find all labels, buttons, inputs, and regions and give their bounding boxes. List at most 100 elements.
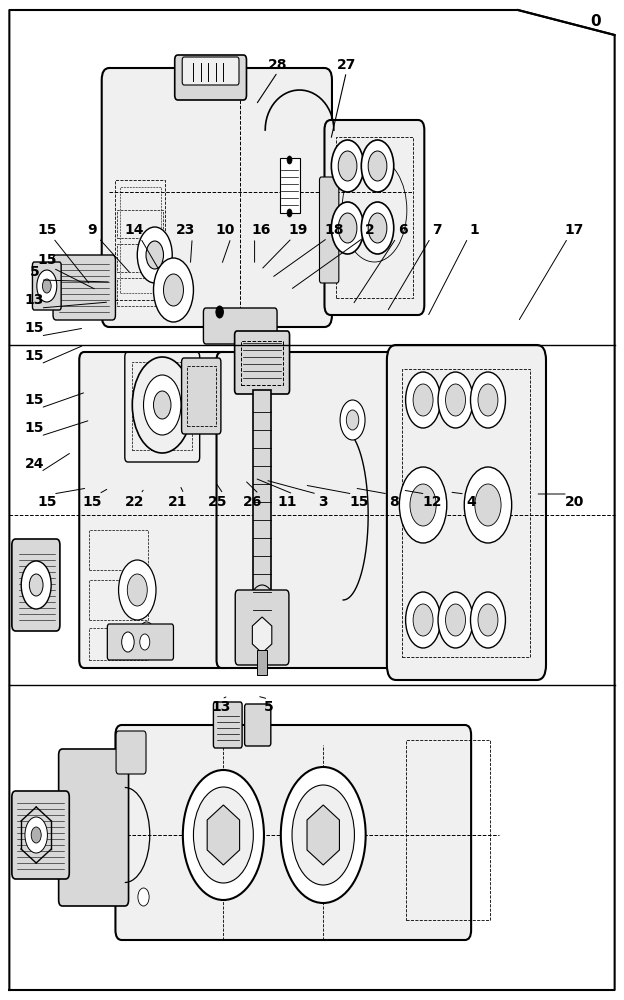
Text: 26: 26 [243,495,263,509]
FancyBboxPatch shape [59,749,129,906]
Circle shape [413,604,433,636]
Bar [406,740,490,920]
Circle shape [470,372,505,428]
Circle shape [438,372,473,428]
Circle shape [346,410,359,430]
Bar [336,137,413,298]
Bar [257,650,267,675]
Bar [89,580,148,620]
FancyBboxPatch shape [217,352,392,668]
Text: 5: 5 [29,265,39,279]
Circle shape [438,592,473,648]
Text: 8: 8 [389,495,399,509]
Text: 23: 23 [176,223,196,237]
Text: 28: 28 [268,58,288,72]
Text: 11: 11 [277,495,297,509]
Text: 19: 19 [288,223,308,237]
Text: 27: 27 [336,58,356,72]
Text: 15: 15 [24,421,44,435]
Text: 10: 10 [215,223,235,237]
Circle shape [122,632,134,652]
Bar [117,210,163,238]
Text: 9: 9 [87,223,97,237]
Text: 2: 2 [364,223,374,237]
Circle shape [399,467,447,543]
Circle shape [478,604,498,636]
Text: 6: 6 [397,223,407,237]
Text: 1: 1 [469,223,479,237]
Text: 12: 12 [422,495,442,509]
Text: 21: 21 [168,495,188,509]
Polygon shape [252,617,272,653]
FancyBboxPatch shape [182,358,221,434]
FancyBboxPatch shape [79,352,230,668]
FancyBboxPatch shape [245,704,271,746]
Circle shape [127,574,147,606]
Circle shape [146,241,163,269]
Circle shape [144,375,181,435]
Circle shape [368,151,387,181]
Text: 15: 15 [37,223,57,237]
Text: 15: 15 [37,495,57,509]
FancyBboxPatch shape [246,609,278,653]
FancyBboxPatch shape [319,177,339,283]
Text: 15: 15 [37,253,57,267]
Circle shape [287,156,292,164]
Circle shape [42,279,51,293]
Text: 25: 25 [207,495,227,509]
FancyBboxPatch shape [12,539,60,631]
Circle shape [410,484,436,526]
Circle shape [29,574,43,596]
Bar [89,628,148,660]
Circle shape [216,306,223,318]
FancyBboxPatch shape [324,120,424,315]
Circle shape [31,827,41,843]
FancyBboxPatch shape [213,702,242,748]
Circle shape [25,817,47,853]
FancyBboxPatch shape [387,345,546,680]
FancyBboxPatch shape [107,624,173,660]
Bar [280,158,300,213]
Text: 7: 7 [432,223,442,237]
Bar [402,369,530,657]
Text: 18: 18 [324,223,344,237]
FancyBboxPatch shape [203,308,277,344]
Bar [241,341,283,385]
Circle shape [470,592,505,648]
Circle shape [361,140,394,192]
Text: 4: 4 [466,495,476,509]
Circle shape [338,151,357,181]
Text: 3: 3 [318,495,328,509]
Circle shape [154,258,193,322]
FancyBboxPatch shape [182,57,239,85]
Circle shape [464,467,512,543]
Circle shape [183,770,264,900]
Polygon shape [307,805,339,865]
Circle shape [132,357,192,453]
Text: 22: 22 [124,495,144,509]
Circle shape [478,384,498,416]
FancyBboxPatch shape [116,731,146,774]
Circle shape [338,213,357,243]
FancyBboxPatch shape [53,255,115,320]
Circle shape [138,888,149,906]
Text: 13: 13 [212,700,232,714]
Bar [132,362,192,450]
Circle shape [163,274,183,306]
Text: 13: 13 [24,293,44,307]
Circle shape [446,384,466,416]
FancyBboxPatch shape [12,791,69,879]
Bar [120,187,161,293]
Text: 24: 24 [24,457,44,471]
Bar [115,180,165,300]
Text: 5: 5 [263,700,273,714]
Circle shape [475,484,501,526]
FancyBboxPatch shape [235,331,290,394]
FancyBboxPatch shape [32,262,61,310]
Circle shape [292,785,354,885]
Circle shape [140,634,150,650]
Circle shape [340,400,365,440]
Text: 15: 15 [24,349,44,363]
FancyBboxPatch shape [102,68,332,327]
Circle shape [406,372,441,428]
